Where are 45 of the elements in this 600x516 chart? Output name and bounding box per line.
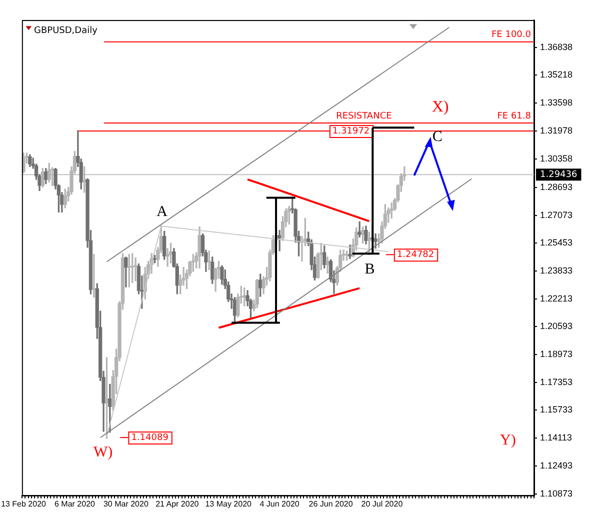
y-tick-label: 1.14113	[540, 432, 572, 443]
candlestick	[134, 257, 138, 282]
y-tick-label: 1.23833	[540, 265, 573, 276]
annotation: 1.14089	[131, 432, 169, 443]
annotation: C	[432, 128, 442, 145]
x-tick-label: 21 Apr 2020	[156, 499, 200, 508]
candlestick	[348, 244, 352, 259]
x-tick-label: 20 Jul 2020	[361, 499, 404, 508]
y-tick-label: 1.20593	[540, 321, 573, 332]
annotation: B	[364, 262, 375, 278]
y-tick-label: 1.28693	[540, 182, 573, 192]
y-tick-label: 1.30358	[540, 153, 573, 164]
x-tick-label: 13 Feb 2020	[1, 499, 47, 508]
x-tick-label: 30 Mar 2020	[103, 499, 149, 508]
y-tick-label: 1.15733	[540, 404, 573, 415]
ref-line-label: 1.29436	[540, 170, 578, 180]
annotation: A	[156, 204, 168, 220]
y-tick-label: 1.22213	[540, 293, 573, 304]
text: GBPUSD,Daily	[34, 26, 98, 36]
y-tick-label: 1.36838	[540, 42, 573, 52]
y-tick-label: 1.33598	[540, 98, 573, 108]
candlestick	[278, 230, 282, 252]
ref-line-label: FE 61.8	[497, 111, 532, 122]
y-tick-label: 1.17353	[540, 376, 573, 387]
y-tick-label: 1.35218	[540, 70, 573, 80]
candlestick	[390, 202, 394, 219]
annotation: X)	[432, 98, 449, 116]
candlestick	[358, 221, 362, 238]
candlestick	[326, 256, 330, 274]
y-tick-label: 1.31978	[540, 125, 573, 136]
annotation: 1.24782	[396, 250, 434, 260]
y-tick-label: 1.18973	[540, 349, 573, 360]
y-tick-label: 1.10873	[540, 488, 573, 498]
annotation: Y)	[500, 432, 516, 448]
y-tick-label: 1.25453	[540, 238, 573, 248]
x-tick-label: 26 Jun 2020	[308, 499, 354, 508]
annotation: RESISTANCE	[336, 111, 392, 122]
x-tick-label: 4 Jun 2020	[260, 499, 300, 508]
y-tick-label: 1.27073	[540, 210, 573, 220]
ref-line-label: 1.31972	[332, 126, 370, 136]
x-tick-label: 6 Mar 2020	[54, 499, 96, 508]
annotation: W)	[94, 444, 113, 461]
ref-line-label: FE 100.0	[492, 30, 532, 40]
x-tick-label: 13 May 2020	[205, 499, 252, 508]
y-tick-label: 1.12493	[540, 460, 573, 470]
